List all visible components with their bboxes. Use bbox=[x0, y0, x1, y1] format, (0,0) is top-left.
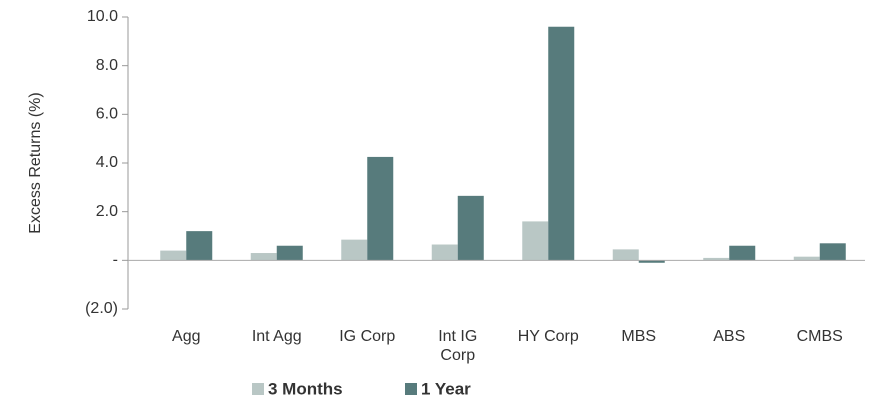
x-tick-label: ABS bbox=[713, 328, 746, 345]
bar bbox=[548, 26, 575, 261]
y-tick-label: 4.0 bbox=[96, 154, 118, 171]
bar bbox=[729, 245, 756, 261]
bar bbox=[457, 195, 484, 261]
bar bbox=[612, 249, 639, 261]
y-tick-label: (2.0) bbox=[85, 300, 118, 317]
bar bbox=[431, 244, 458, 261]
x-tick-label: MBS bbox=[621, 328, 657, 345]
y-axis-title: Excess Returns (%) bbox=[27, 92, 44, 233]
x-tick-label: Agg bbox=[172, 328, 201, 345]
y-tick-label: 2.0 bbox=[96, 203, 118, 220]
x-tick-label: IG Corp bbox=[339, 328, 396, 345]
bar bbox=[160, 250, 187, 261]
legend-swatch bbox=[252, 383, 264, 395]
y-tick-label: 8.0 bbox=[96, 57, 118, 74]
bar bbox=[638, 260, 665, 263]
x-tick-label: Int Agg bbox=[251, 328, 302, 345]
bar bbox=[341, 239, 368, 261]
bar bbox=[819, 243, 846, 261]
x-tick-label: HY Corp bbox=[517, 328, 579, 345]
bar bbox=[367, 156, 394, 261]
x-tick-label: Int IG Corp bbox=[438, 328, 478, 364]
y-tick-label: 10.0 bbox=[87, 8, 118, 25]
bar bbox=[522, 221, 549, 261]
y-tick-label: - bbox=[113, 252, 118, 269]
legend-swatch bbox=[405, 383, 417, 395]
y-tick-label: 6.0 bbox=[96, 106, 118, 123]
bar bbox=[276, 245, 303, 261]
legend-label: 3 Months bbox=[268, 379, 343, 398]
bar bbox=[793, 256, 820, 261]
bar bbox=[186, 231, 213, 261]
bar bbox=[703, 257, 730, 261]
x-tick-label: CMBS bbox=[796, 328, 843, 345]
bar bbox=[250, 253, 277, 261]
legend-label: 1 Year bbox=[421, 379, 471, 398]
